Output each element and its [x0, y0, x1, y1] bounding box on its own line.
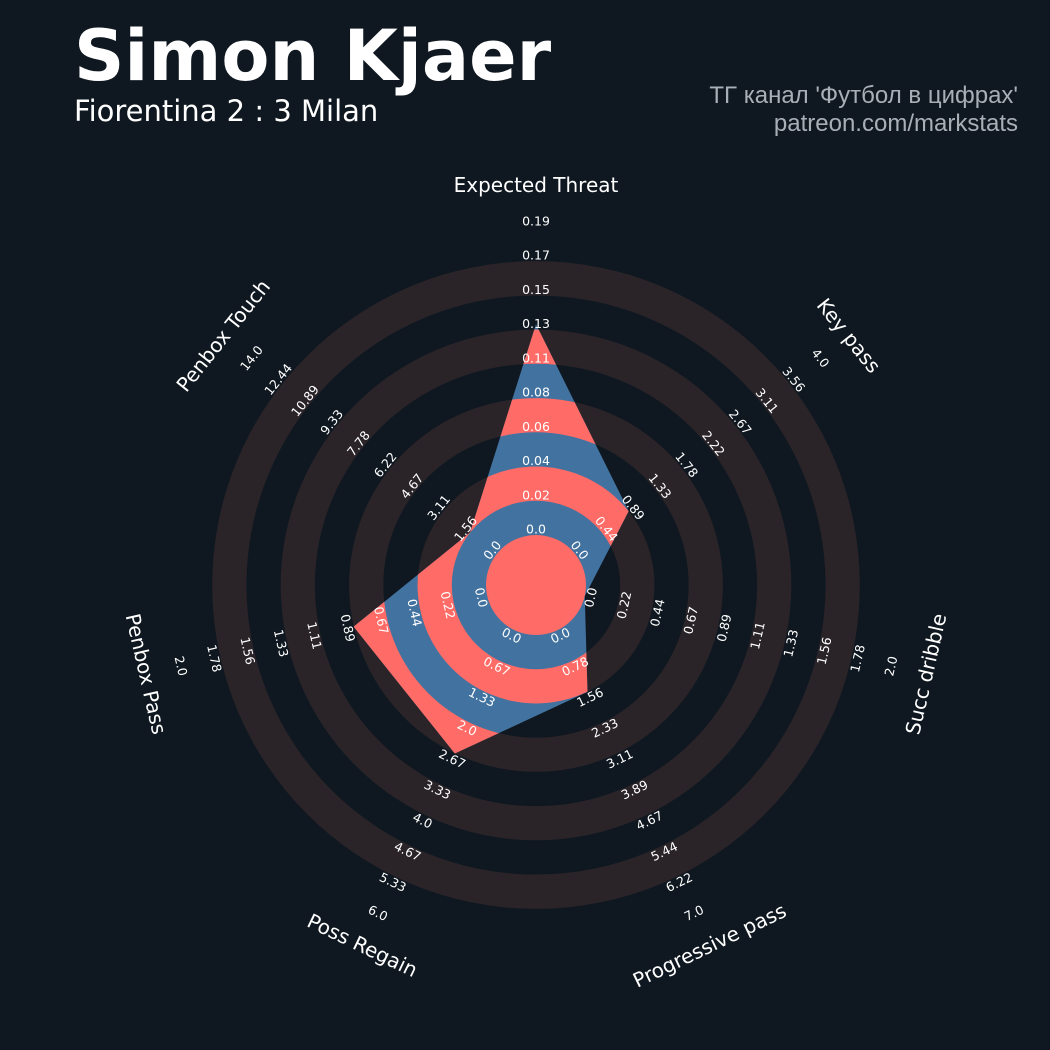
- credit-patreon-link: patreon.com/markstats: [773, 110, 1018, 137]
- radar-tick-label: 0.0: [581, 586, 600, 609]
- radar-tick-label: 1.33: [780, 628, 801, 658]
- radar-tick-label: 1.11: [304, 620, 325, 650]
- radar-tick-label: 1.11: [747, 620, 768, 650]
- radar-tick-labels: 0.0 0.02 0.04 0.06 0.08 0.11 0.13 0.15 0.17 0.19 0…: [172, 214, 901, 925]
- radar-tick-label: 0.0: [472, 586, 491, 609]
- radar-param-label: Poss Regain: [304, 909, 422, 982]
- credit-telegram-channel: ТГ канал 'Футбол в цифрах': [709, 82, 1018, 109]
- radar-center-disc: [486, 535, 586, 635]
- radar-tick-label: 0.89: [714, 613, 735, 644]
- player-name-title: Simon Kjaer: [74, 15, 552, 97]
- radar-param-label: Progressive pass: [629, 898, 790, 992]
- radar-tick-label: 1.56: [237, 636, 258, 667]
- radar-tick-label: 6.0: [366, 902, 390, 924]
- radar-tick-label: 0.22: [614, 590, 635, 620]
- radar-tick-label: 0.22: [438, 590, 459, 620]
- radar-tick-label: 0.0: [526, 522, 546, 537]
- radar-tick-label: 0.44: [404, 597, 425, 628]
- radar-tick-label: 0.44: [647, 597, 668, 628]
- radar-tick-label: 7.0: [682, 902, 706, 924]
- radar-tick-label: 2.0: [881, 655, 900, 678]
- radar-tick-label: 2.0: [172, 655, 191, 678]
- radar-tick-label: 0.15: [522, 282, 550, 297]
- radar-tick-label: 4.0: [809, 346, 833, 371]
- radar-polygon: [353, 324, 629, 754]
- radar-tick-label: 0.67: [680, 605, 701, 635]
- match-subtitle: Fiorentina 2 : 3 Milan: [74, 94, 379, 128]
- radar-tick-label: 0.02: [522, 487, 550, 502]
- radar-param-label: Expected Threat: [454, 173, 619, 197]
- radar-tick-label: 0.13: [522, 316, 550, 331]
- radar-tick-label: 0.67: [371, 605, 392, 635]
- radar-param-label: Penbox Pass: [121, 611, 172, 736]
- radar-tick-label: 1.78: [847, 643, 868, 674]
- radar-tick-label: 0.19: [522, 214, 550, 229]
- radar-param-label: Succ dribble: [901, 611, 952, 737]
- radar-tick-label: 0.04: [522, 453, 550, 468]
- radar-tick-label: 14.0: [237, 342, 266, 373]
- radar-tick-label: 1.33: [271, 628, 292, 658]
- radar-tick-label: 0.17: [522, 248, 550, 263]
- radar-tick-label: 0.06: [522, 419, 550, 434]
- radar-tick-label: 1.78: [204, 643, 225, 674]
- radar-tick-label: 0.89: [338, 613, 359, 644]
- radar-tick-label: 1.56: [814, 635, 835, 666]
- radar-tick-label: 0.11: [522, 350, 550, 365]
- radar-param-label: Penbox Touch: [171, 275, 275, 396]
- radar-tick-label: 0.08: [522, 385, 550, 400]
